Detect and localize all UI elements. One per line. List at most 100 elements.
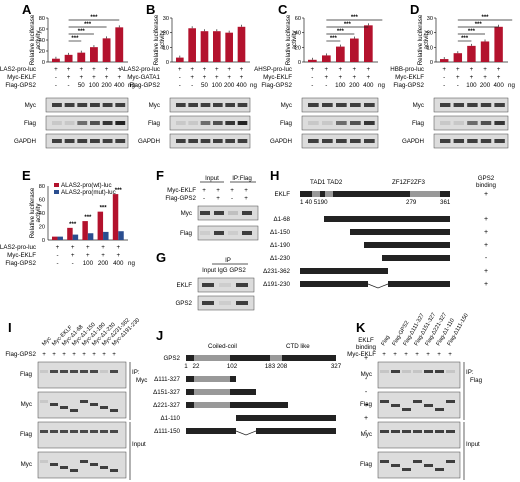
panel-letter-F: F (156, 168, 164, 183)
blot-strip (37, 421, 127, 449)
binding-value: + (484, 268, 488, 275)
row-value: + (105, 74, 109, 81)
y-tick-label: 40 (295, 31, 301, 37)
blot-band (446, 460, 455, 463)
row-label: Flag-GPS2 (261, 82, 292, 89)
blot-band (40, 370, 48, 373)
row-label: Myc-EKLF (7, 74, 36, 81)
full-length-bar (186, 355, 336, 361)
blot-band (364, 139, 375, 143)
legend-label: ALAS2-pro(mut)-luc (61, 189, 116, 196)
binding-header: binding (356, 344, 377, 351)
y-tick-label: 80 (39, 16, 45, 22)
bar (77, 52, 86, 62)
blot-label: GAPDH (270, 138, 292, 145)
row-value: + (203, 74, 207, 81)
blot-band (100, 430, 108, 433)
row-value: + (227, 74, 231, 81)
blot-band (64, 121, 75, 125)
zf-domain (410, 191, 440, 197)
blot-band (115, 103, 126, 107)
binding-value: - (485, 255, 488, 262)
tad-domain (312, 191, 320, 197)
y-tick-label: 20 (163, 31, 169, 37)
bar (90, 47, 98, 62)
row-label: Myc-EKLF (347, 351, 376, 358)
ip-label: IP (225, 257, 231, 264)
panel-letter-B: B (146, 2, 155, 17)
row-label: Flag-GPS2 (129, 82, 160, 89)
y-tick-label: 20 (427, 31, 433, 37)
blot-band (214, 231, 224, 235)
blot-band (424, 404, 433, 407)
blot-band (110, 430, 118, 433)
row-value: + (470, 66, 474, 73)
row-value: + (393, 351, 397, 358)
bar (453, 53, 463, 62)
blot-band (213, 121, 223, 125)
blot-band (200, 211, 210, 215)
blot-band (60, 430, 68, 433)
blot-band (480, 103, 492, 107)
row-value: - (311, 74, 313, 81)
row-value: 400 (493, 82, 504, 89)
blot-label: Myc (21, 401, 32, 408)
residue-number: 22 (193, 363, 200, 370)
blot-band (110, 409, 118, 412)
blot-strip (197, 205, 259, 221)
row-value: + (92, 351, 96, 358)
panel-letter-D: D (410, 2, 419, 17)
blot-band (90, 430, 98, 433)
blot-band (435, 370, 444, 373)
blot-band (380, 400, 389, 403)
bar (364, 25, 373, 62)
panel-letter-E: E (22, 168, 31, 183)
y-axis-label: Relative luciferase (285, 14, 292, 65)
blot-band (80, 370, 88, 373)
blot-band (70, 409, 78, 412)
row-value: + (230, 187, 234, 194)
row-value: + (497, 66, 501, 73)
blot-label: Flag (180, 230, 193, 237)
bar-wt (52, 236, 58, 240)
binding-value: - (365, 389, 368, 396)
significance-label: *** (78, 29, 86, 35)
construct-label: Δ221-327 (153, 402, 180, 409)
row-value: 200 (349, 82, 360, 89)
bar (102, 38, 111, 62)
row-label: Myc-EKLF (263, 74, 292, 81)
legend-swatch (54, 183, 59, 187)
binding-value: + (484, 216, 488, 223)
y-tick-label: 60 (39, 198, 45, 204)
blot-band (40, 400, 48, 403)
row-value: + (202, 187, 206, 194)
row-value: + (56, 244, 60, 251)
bar (494, 26, 503, 62)
row-value: + (339, 66, 343, 73)
row-value: - (443, 82, 445, 89)
y-tick-label: 0 (42, 238, 45, 244)
row-value: + (101, 252, 105, 259)
y-axis-label: Relative luciferase (417, 14, 424, 65)
significance-label: *** (115, 188, 123, 194)
blot-band (80, 460, 88, 463)
row-value: - (56, 260, 58, 267)
blot-band (80, 400, 88, 403)
blot-strip (197, 277, 255, 293)
significance-label: *** (468, 29, 476, 35)
blot-band (52, 103, 62, 107)
deletion-line (367, 283, 389, 289)
blot-strip (377, 451, 461, 479)
lane-label: Myc (41, 336, 53, 348)
bar (115, 27, 124, 63)
blot-band (435, 430, 444, 433)
y-tick-label: 10 (163, 45, 169, 51)
blot-label: Myc (361, 371, 372, 378)
significance-label: *** (90, 15, 98, 21)
construct-bar (388, 281, 450, 287)
blot-band (60, 406, 68, 409)
blot-band (176, 139, 186, 143)
blot-band (467, 121, 478, 125)
residue-number: 327 (331, 363, 342, 370)
bar (322, 55, 331, 62)
